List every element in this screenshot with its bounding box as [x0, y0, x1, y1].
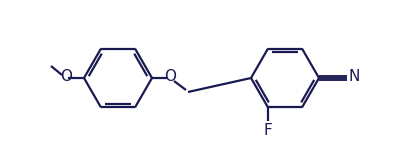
Text: O: O [60, 69, 72, 84]
Text: F: F [263, 123, 272, 138]
Text: N: N [348, 69, 360, 84]
Text: O: O [164, 69, 175, 84]
